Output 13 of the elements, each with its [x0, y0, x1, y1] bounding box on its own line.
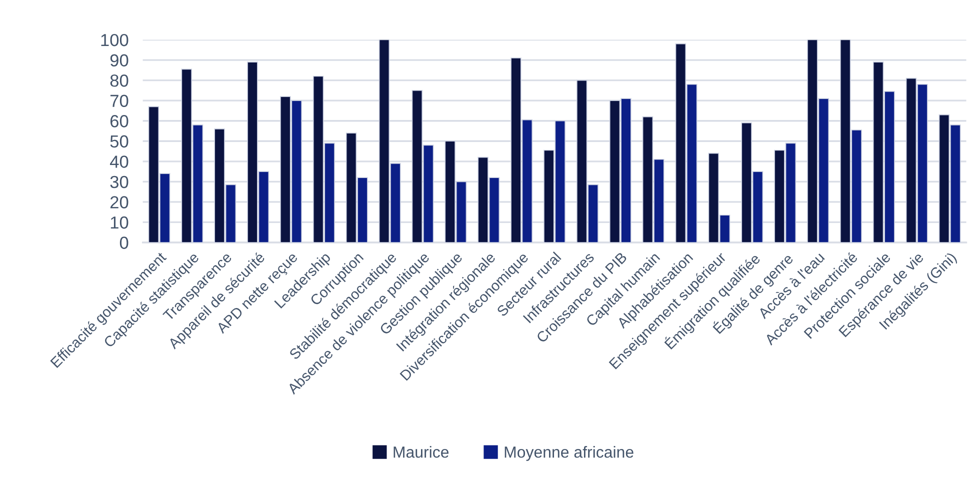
- y-tick-label: 30: [110, 176, 128, 188]
- y-tick-label: 90: [110, 54, 128, 67]
- y-tick-label: 100: [101, 34, 128, 46]
- y-tick-label: 80: [110, 74, 128, 87]
- y-tick-label: 50: [110, 135, 128, 148]
- y-tick-label: 0: [120, 236, 128, 249]
- y-tick-label: 70: [110, 94, 128, 108]
- legend-label: Moyenne africaine: [504, 446, 634, 461]
- y-tick-label: 60: [110, 115, 128, 128]
- y-tick-label: 40: [110, 156, 128, 168]
- y-tick-label: 10: [110, 216, 128, 229]
- y-tick-label: 20: [110, 196, 128, 208]
- legend-label: Maurice: [394, 446, 449, 458]
